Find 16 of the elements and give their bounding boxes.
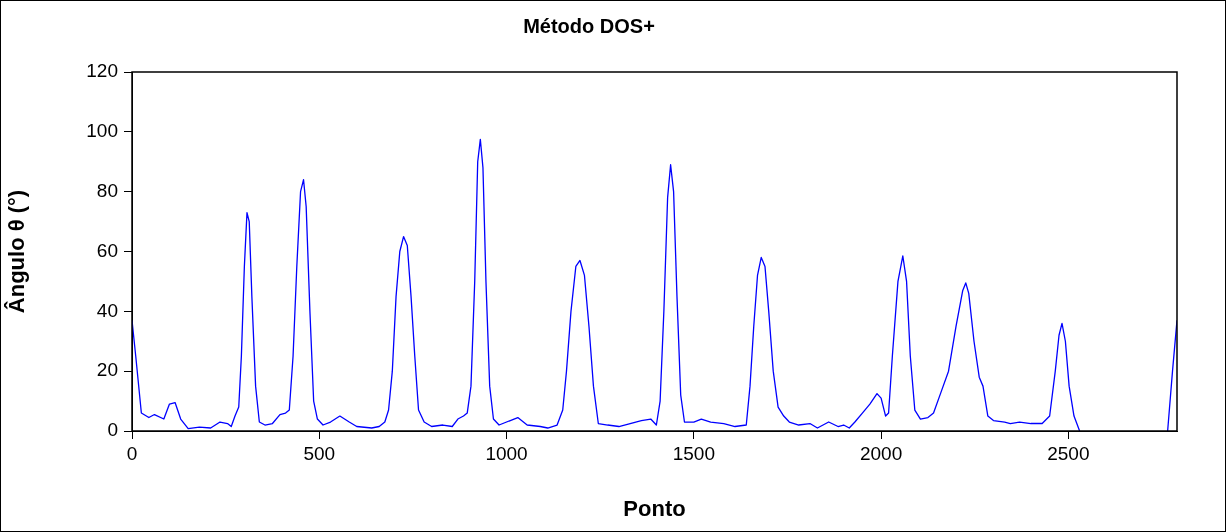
- x-tick-label: 1500: [672, 442, 715, 464]
- chart-title: Método DOS+: [523, 14, 655, 37]
- x-tick-label: 0: [126, 442, 138, 464]
- x-axis-title: Ponto: [623, 495, 686, 521]
- y-tick-label: 60: [96, 239, 118, 261]
- x-tick-label: 2500: [1047, 442, 1090, 464]
- y-axis-title: Ângulo θ (°): [4, 189, 30, 314]
- y-tick-label: 0: [107, 419, 118, 441]
- y-tick-label: 20: [96, 359, 118, 381]
- y-tick-label: 100: [86, 120, 118, 142]
- y-tick-label: 120: [86, 60, 118, 82]
- y-tick-label: 40: [96, 299, 118, 321]
- y-tick-label: 80: [96, 179, 118, 201]
- x-tick-label: 500: [303, 442, 336, 464]
- x-tick-label: 1000: [485, 442, 528, 464]
- x-tick-label: 2000: [859, 442, 903, 464]
